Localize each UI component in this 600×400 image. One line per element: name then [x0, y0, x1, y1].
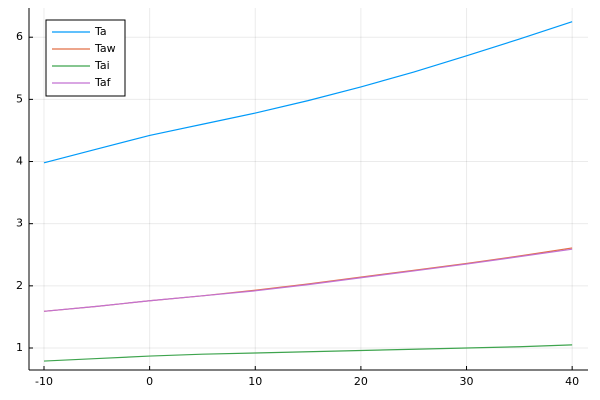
legend-label: Taw	[94, 42, 116, 55]
y-tick-label: 6	[16, 30, 23, 43]
x-tick-label: 30	[460, 375, 474, 388]
x-tick-label: -10	[35, 375, 53, 388]
line-series	[43, 21, 573, 164]
x-tick-label: 0	[146, 375, 153, 388]
y-tick-label: 4	[16, 155, 23, 168]
y-tick-label: 2	[16, 279, 23, 292]
line-series	[43, 247, 573, 312]
line-series	[43, 344, 573, 362]
x-tick-label: 40	[565, 375, 579, 388]
y-tick-label: 1	[16, 341, 23, 354]
legend-label: Taf	[94, 76, 112, 89]
x-tick-label: 20	[354, 375, 368, 388]
x-tick-label: 10	[248, 375, 262, 388]
y-tick-label: 3	[16, 217, 23, 230]
legend-label: Tai	[94, 59, 110, 72]
y-tick-label: 5	[16, 92, 23, 105]
legend-label: Ta	[94, 25, 107, 38]
line-series	[43, 248, 573, 312]
